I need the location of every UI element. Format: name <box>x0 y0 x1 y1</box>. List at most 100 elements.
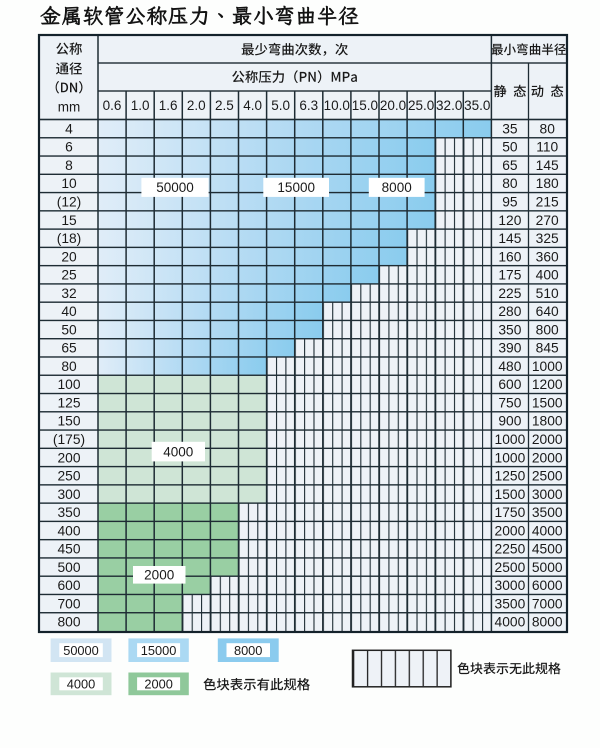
svg-text:(12): (12) <box>57 195 82 210</box>
svg-text:2000: 2000 <box>532 450 563 465</box>
svg-text:450: 450 <box>57 542 80 557</box>
svg-text:65: 65 <box>61 341 77 356</box>
svg-text:7000: 7000 <box>532 596 563 611</box>
svg-text:750: 750 <box>498 396 521 411</box>
svg-text:4000: 4000 <box>163 444 193 459</box>
svg-text:2500: 2500 <box>495 560 526 575</box>
svg-text:50: 50 <box>502 140 518 155</box>
svg-text:120: 120 <box>498 213 521 228</box>
svg-text:100: 100 <box>57 377 80 392</box>
svg-text:10.0: 10.0 <box>324 98 350 113</box>
svg-text:175: 175 <box>498 268 521 283</box>
svg-text:20.0: 20.0 <box>380 98 406 113</box>
svg-text:700: 700 <box>57 596 80 611</box>
svg-text:600: 600 <box>57 578 80 593</box>
svg-text:4.0: 4.0 <box>243 98 262 113</box>
svg-text:360: 360 <box>536 249 559 264</box>
svg-text:510: 510 <box>536 286 559 301</box>
svg-text:1200: 1200 <box>532 377 563 392</box>
svg-text:1000: 1000 <box>532 359 563 374</box>
svg-text:325: 325 <box>536 231 559 246</box>
svg-text:4000: 4000 <box>495 615 526 630</box>
svg-text:10: 10 <box>61 176 77 191</box>
svg-text:180: 180 <box>536 176 559 191</box>
svg-text:900: 900 <box>498 414 521 429</box>
svg-text:800: 800 <box>57 615 80 630</box>
svg-text:145: 145 <box>536 158 559 173</box>
svg-text:50000: 50000 <box>156 180 194 195</box>
svg-text:80: 80 <box>540 121 556 136</box>
svg-text:400: 400 <box>536 268 559 283</box>
svg-text:300: 300 <box>57 487 80 502</box>
svg-text:5.0: 5.0 <box>271 98 290 113</box>
svg-text:40: 40 <box>61 304 77 319</box>
svg-text:400: 400 <box>57 523 80 538</box>
svg-text:65: 65 <box>502 158 518 173</box>
svg-text:160: 160 <box>498 249 521 264</box>
svg-text:350: 350 <box>57 505 80 520</box>
svg-text:480: 480 <box>498 359 521 374</box>
svg-text:110: 110 <box>536 140 558 155</box>
svg-text:215: 215 <box>536 195 559 210</box>
svg-text:145: 145 <box>498 231 521 246</box>
svg-text:390: 390 <box>498 341 521 356</box>
svg-text:2.0: 2.0 <box>187 98 206 113</box>
svg-text:225: 225 <box>498 286 521 301</box>
svg-text:2000: 2000 <box>144 568 174 583</box>
svg-text:80: 80 <box>61 359 77 374</box>
svg-text:200: 200 <box>57 450 80 465</box>
svg-text:2000: 2000 <box>532 432 563 447</box>
svg-text:15: 15 <box>61 213 77 228</box>
svg-text:mm: mm <box>58 100 81 115</box>
svg-text:1.0: 1.0 <box>131 98 150 113</box>
svg-text:95: 95 <box>502 195 518 210</box>
svg-text:1000: 1000 <box>495 432 526 447</box>
svg-text:845: 845 <box>536 341 559 356</box>
svg-text:6.3: 6.3 <box>299 98 318 113</box>
svg-text:35: 35 <box>502 121 518 136</box>
svg-text:80: 80 <box>502 176 518 191</box>
svg-text:35.0: 35.0 <box>464 98 490 113</box>
svg-text:8000: 8000 <box>382 180 412 195</box>
svg-text:270: 270 <box>536 213 559 228</box>
svg-text:(18): (18) <box>57 231 82 246</box>
svg-text:15.0: 15.0 <box>352 98 378 113</box>
svg-text:125: 125 <box>57 396 80 411</box>
svg-text:15000: 15000 <box>141 643 177 658</box>
svg-text:5000: 5000 <box>532 560 563 575</box>
svg-text:25.0: 25.0 <box>408 98 434 113</box>
svg-text:6000: 6000 <box>532 578 563 593</box>
svg-text:6: 6 <box>65 140 73 155</box>
svg-text:4: 4 <box>65 121 73 136</box>
svg-text:150: 150 <box>57 414 80 429</box>
svg-text:32: 32 <box>61 286 76 301</box>
svg-text:2500: 2500 <box>532 469 563 484</box>
svg-text:50: 50 <box>61 322 77 337</box>
svg-text:3500: 3500 <box>495 596 526 611</box>
svg-text:4500: 4500 <box>532 542 563 557</box>
svg-text:2000: 2000 <box>144 677 172 692</box>
svg-text:640: 640 <box>536 304 559 319</box>
svg-text:1000: 1000 <box>495 450 526 465</box>
svg-text:800: 800 <box>536 322 559 337</box>
svg-text:1500: 1500 <box>495 487 526 502</box>
svg-text:32.0: 32.0 <box>436 98 462 113</box>
svg-text:8000: 8000 <box>532 615 563 630</box>
svg-text:1250: 1250 <box>495 469 526 484</box>
svg-text:4000: 4000 <box>532 523 563 538</box>
svg-text:3000: 3000 <box>495 578 526 593</box>
svg-text:50000: 50000 <box>63 643 99 658</box>
svg-text:(175): (175) <box>53 432 85 447</box>
svg-text:25: 25 <box>61 268 77 283</box>
svg-text:8: 8 <box>65 158 73 173</box>
svg-text:1.6: 1.6 <box>159 98 178 113</box>
svg-text:3500: 3500 <box>532 505 563 520</box>
svg-text:4000: 4000 <box>67 677 95 692</box>
svg-text:600: 600 <box>498 377 521 392</box>
svg-text:250: 250 <box>57 469 80 484</box>
svg-text:1800: 1800 <box>532 414 563 429</box>
svg-text:2.5: 2.5 <box>215 98 234 113</box>
svg-text:15000: 15000 <box>277 180 315 195</box>
svg-text:0.6: 0.6 <box>103 98 122 113</box>
svg-text:350: 350 <box>498 322 521 337</box>
